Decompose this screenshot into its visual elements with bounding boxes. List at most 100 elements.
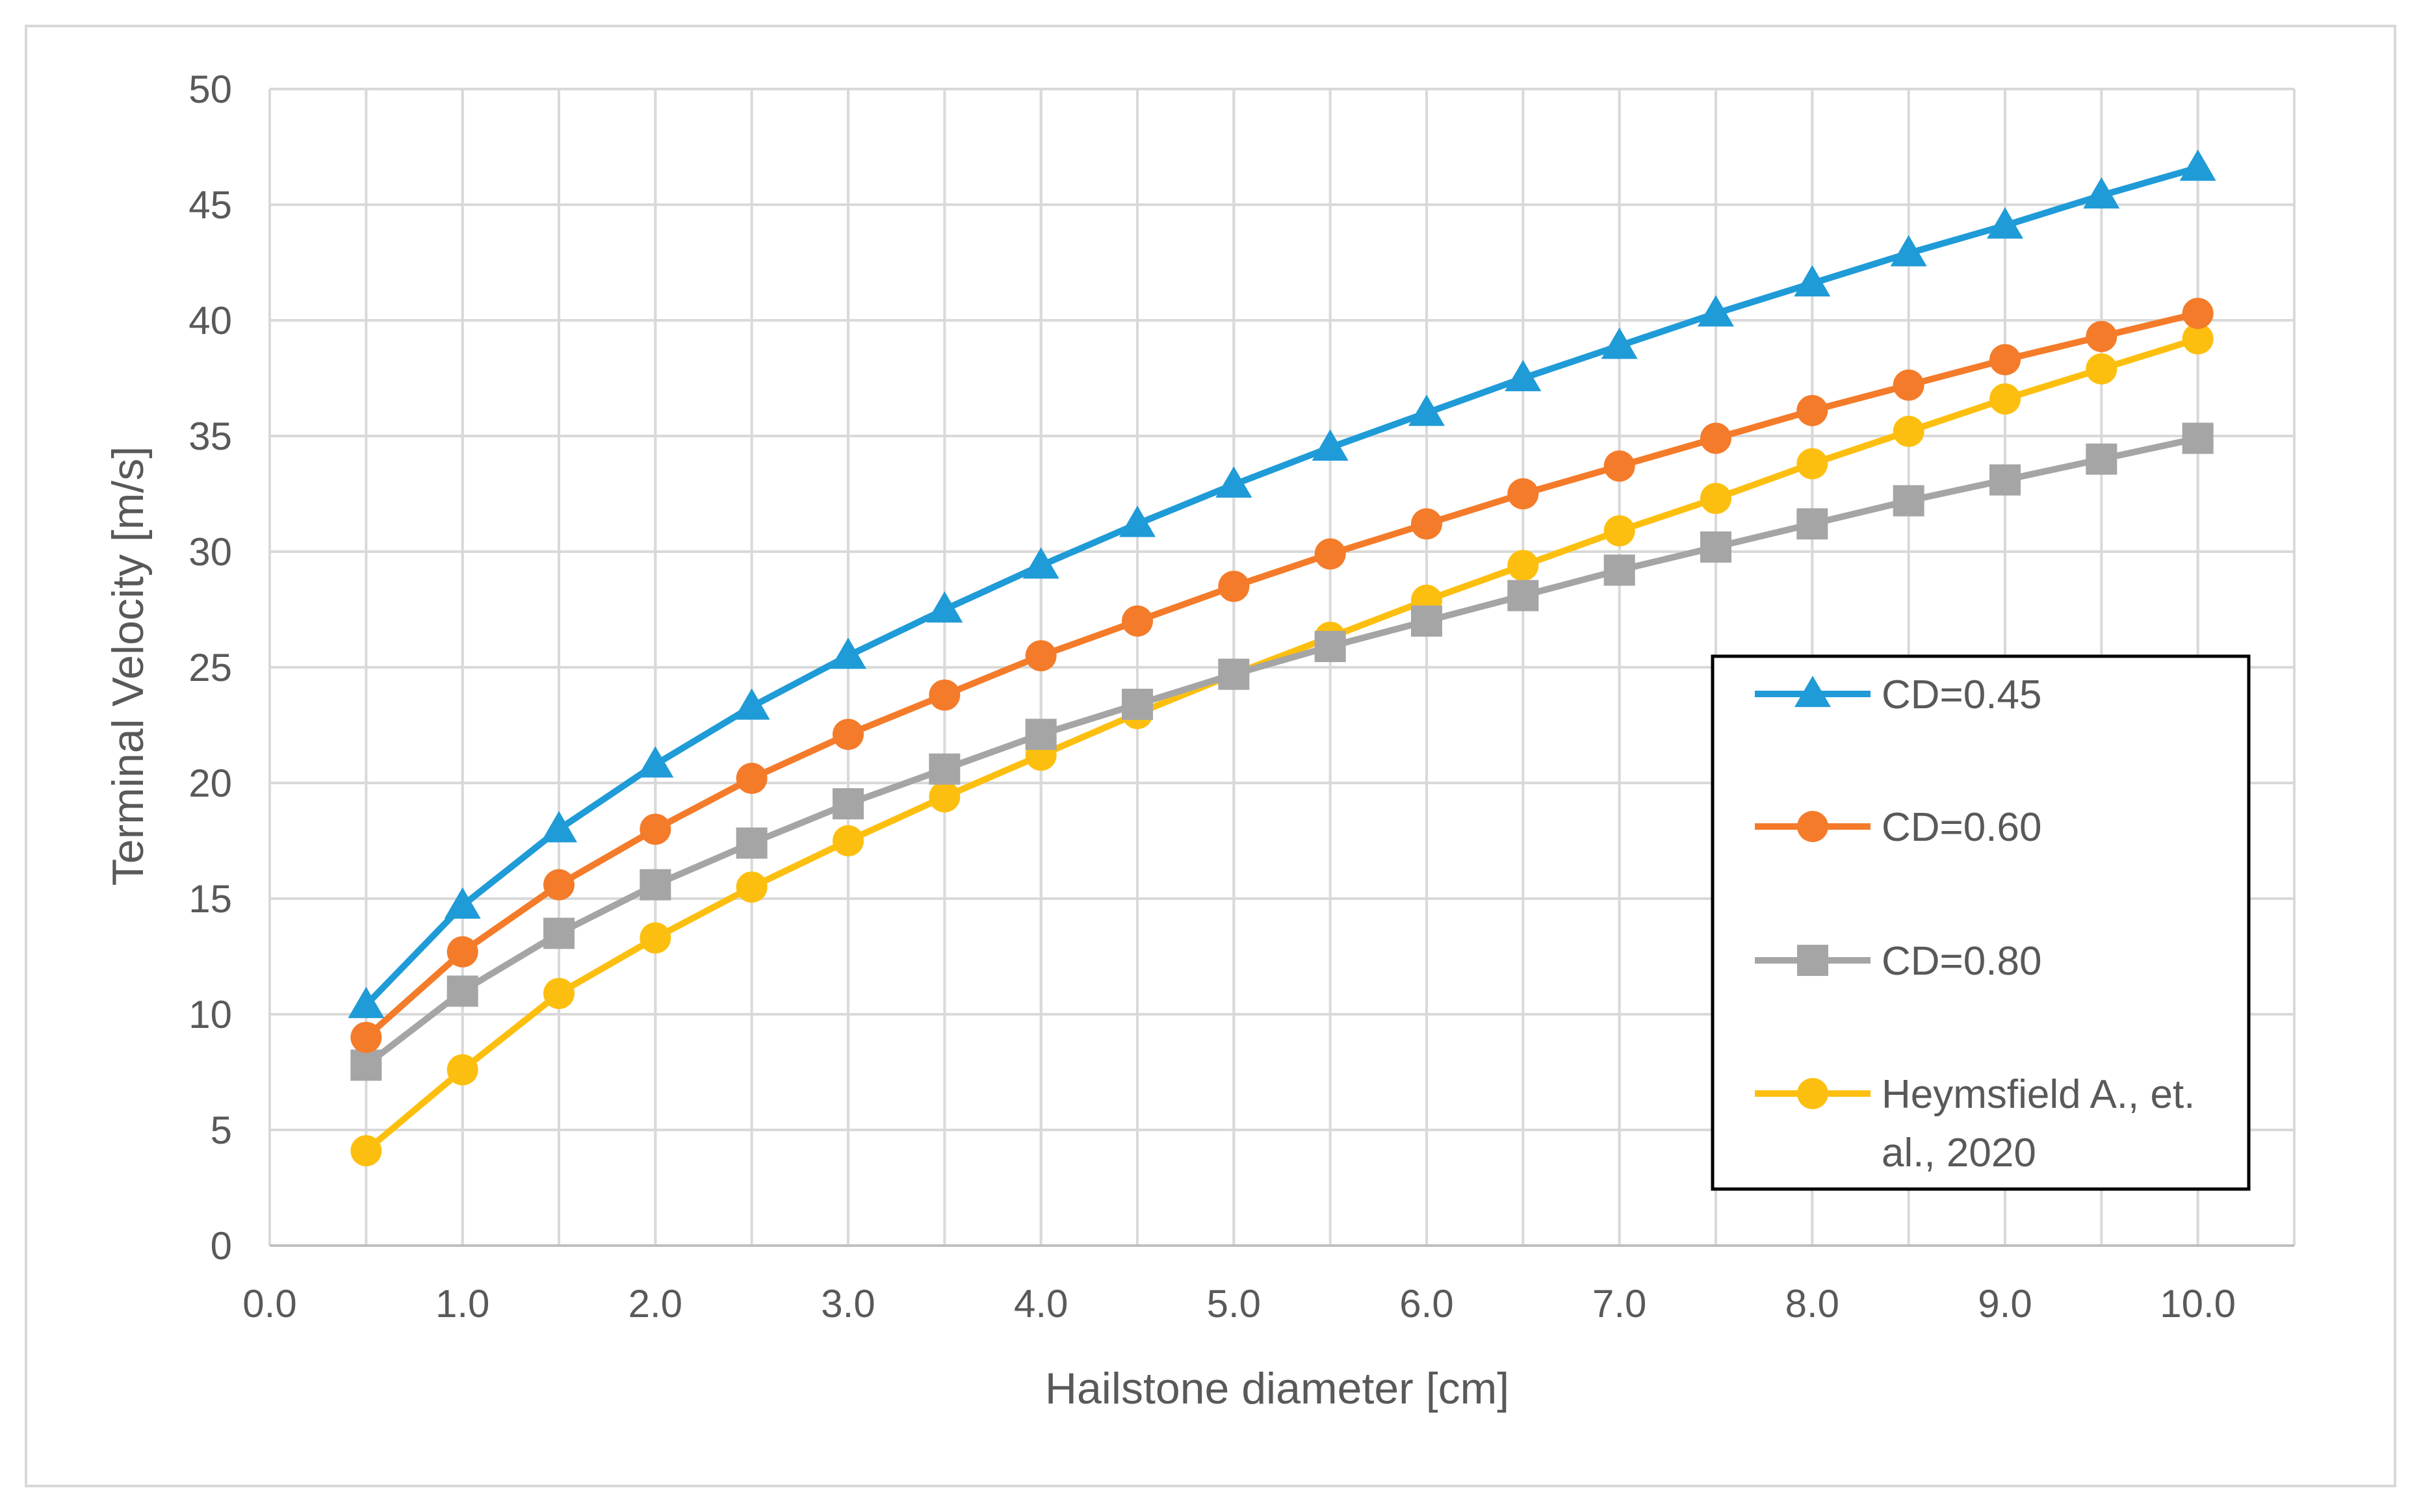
tick-labels: 0 5 10 15 20 25 30 35 40 45 50 0.0 1.0 2.0 3.0 4.0 5.0 6.… [188,68,2236,1326]
series-3 [350,422,2214,1081]
y-tick-label: 10 [188,993,232,1036]
series-line [363,164,2199,1008]
legend-label-line: Heymsfield A., et. [1882,1072,2195,1117]
legend-entry: CD=0.45 [1755,673,2041,717]
y-tick-label: 20 [188,762,232,805]
data-point [1890,235,1927,266]
data-point [1989,383,2021,415]
data-point [1987,207,2023,239]
data-point [1505,360,1542,392]
series-1 [348,149,2216,1018]
data-point [1408,394,1445,426]
x-tick-label: 7.0 [1592,1282,1646,1326]
data-point [929,753,961,785]
data-point [1601,327,1638,359]
data-point [2086,320,2117,352]
data-point [1893,415,1924,447]
legend-marker [1797,1078,1828,1109]
legend-marker [1797,811,1828,842]
data-point [2086,353,2117,385]
data-point [1411,605,1442,637]
data-point [1025,640,1057,672]
data-point [929,679,961,711]
data-point [640,869,671,901]
legend-label: CD=0.45 [1882,673,2041,717]
data-point [736,827,768,859]
data-point [736,871,768,903]
x-tick-label: 8.0 [1785,1282,1839,1326]
data-point [736,762,768,794]
x-tick-label: 5.0 [1207,1282,1261,1326]
data-point [1700,531,1731,563]
data-point [1989,464,2021,496]
data-point [1122,688,1153,720]
data-point [543,869,575,901]
data-point [1218,658,1250,690]
data-point [1122,605,1153,637]
series-line [364,335,2199,1153]
series-line [364,310,2199,1040]
y-axis-title: Terminal Velocity [m/s] [103,446,153,886]
data-point [1700,422,1731,454]
x-axis-title: Hailstone diameter [cm] [1045,1364,1509,1413]
data-point [1312,429,1349,461]
y-tick-label: 15 [188,877,232,921]
legend-label-line: al., 2020 [1882,1131,2036,1175]
x-tick-label: 1.0 [435,1282,489,1326]
data-point [1215,466,1252,498]
data-point [640,814,671,845]
data-point [543,917,575,949]
data-point [1411,508,1442,540]
data-point [2182,298,2214,329]
data-point [830,637,866,669]
legend-label: CD=0.60 [1882,805,2041,850]
data-point [1314,538,1346,570]
data-point [833,719,864,750]
data-point [637,746,674,778]
data-point [833,788,864,820]
legend-label: Heymsfield A., et. al., 2020 [1882,1072,2195,1175]
data-point [447,975,478,1007]
legend-marker [1794,676,1831,708]
x-tick-label: 0.0 [242,1282,296,1326]
data-point [1603,450,1635,482]
y-tick-label: 5 [211,1108,232,1152]
data-point [1796,448,1828,480]
data-point [350,1135,382,1167]
data-point [1218,570,1250,602]
data-point [1796,394,1828,426]
data-point [1893,485,1924,517]
x-tick-label: 6.0 [1399,1282,1453,1326]
y-tick-label: 35 [188,415,232,458]
data-point [733,688,770,720]
data-point [447,936,478,967]
data-point [447,1054,478,1086]
legend-marker [1797,945,1828,976]
data-point [1700,483,1731,515]
x-tick-label: 10.0 [2160,1282,2236,1326]
data-point [2182,323,2214,355]
data-point [1989,344,2021,376]
data-point [2182,422,2214,454]
y-tick-label: 25 [188,646,232,689]
data-point [2083,177,2120,209]
series-4 [350,323,2214,1167]
data-point [1603,515,1635,546]
data-point [541,811,577,843]
data-point [543,977,575,1009]
data-point [833,825,864,856]
series-2 [350,298,2214,1053]
series-line [364,435,2199,1068]
data-point [1119,506,1156,537]
data-point [348,986,385,1018]
x-tick-label: 4.0 [1014,1282,1068,1326]
data-point [1603,554,1635,586]
y-tick-label: 45 [188,183,232,227]
data-point [640,922,671,954]
series-group [348,149,2216,1167]
data-point [926,591,963,623]
data-point [1893,369,1924,401]
data-point [350,1021,382,1053]
legend: CD=0.45 CD=0.60 CD=0.80 Heymsfield A., et. a… [1711,654,2251,1191]
